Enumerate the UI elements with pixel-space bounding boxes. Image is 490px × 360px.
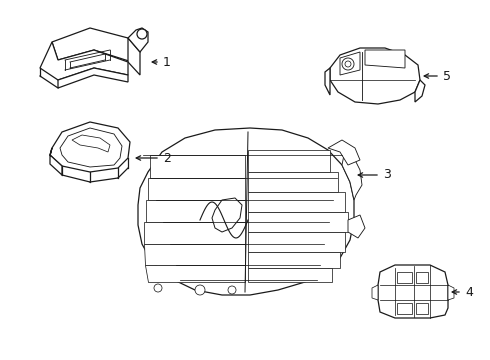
Polygon shape [248, 172, 338, 192]
Polygon shape [144, 222, 245, 244]
Polygon shape [325, 68, 330, 95]
Polygon shape [248, 212, 348, 232]
Polygon shape [415, 80, 425, 102]
Polygon shape [248, 192, 345, 212]
Polygon shape [378, 265, 448, 318]
Polygon shape [40, 42, 128, 80]
Polygon shape [248, 268, 332, 282]
Polygon shape [148, 178, 245, 200]
Polygon shape [144, 244, 245, 265]
Polygon shape [128, 38, 140, 75]
Polygon shape [150, 155, 245, 178]
Polygon shape [328, 140, 360, 165]
Polygon shape [145, 265, 245, 282]
Text: 2: 2 [163, 152, 171, 165]
Polygon shape [416, 303, 428, 314]
Polygon shape [248, 252, 340, 268]
Polygon shape [348, 215, 365, 238]
Polygon shape [248, 150, 330, 172]
Text: 5: 5 [443, 69, 451, 82]
Polygon shape [50, 122, 130, 172]
Polygon shape [372, 285, 378, 300]
Polygon shape [248, 232, 345, 252]
Text: 3: 3 [383, 168, 391, 181]
Circle shape [137, 29, 147, 39]
Polygon shape [397, 303, 412, 314]
Polygon shape [146, 200, 245, 222]
Circle shape [195, 285, 205, 295]
Polygon shape [52, 28, 140, 62]
Polygon shape [448, 285, 454, 300]
Circle shape [345, 61, 351, 67]
Polygon shape [50, 148, 62, 175]
Polygon shape [58, 68, 128, 88]
Polygon shape [340, 52, 360, 75]
Polygon shape [138, 128, 354, 295]
Polygon shape [60, 128, 122, 167]
Polygon shape [397, 272, 412, 283]
Polygon shape [128, 28, 148, 52]
Circle shape [228, 286, 236, 294]
Polygon shape [342, 150, 362, 200]
Text: 1: 1 [163, 55, 171, 68]
Polygon shape [72, 135, 110, 152]
Text: 4: 4 [465, 285, 473, 298]
Polygon shape [416, 272, 428, 283]
Polygon shape [330, 48, 420, 104]
Polygon shape [365, 50, 405, 68]
Polygon shape [212, 198, 242, 232]
Circle shape [342, 58, 354, 70]
Circle shape [154, 284, 162, 292]
